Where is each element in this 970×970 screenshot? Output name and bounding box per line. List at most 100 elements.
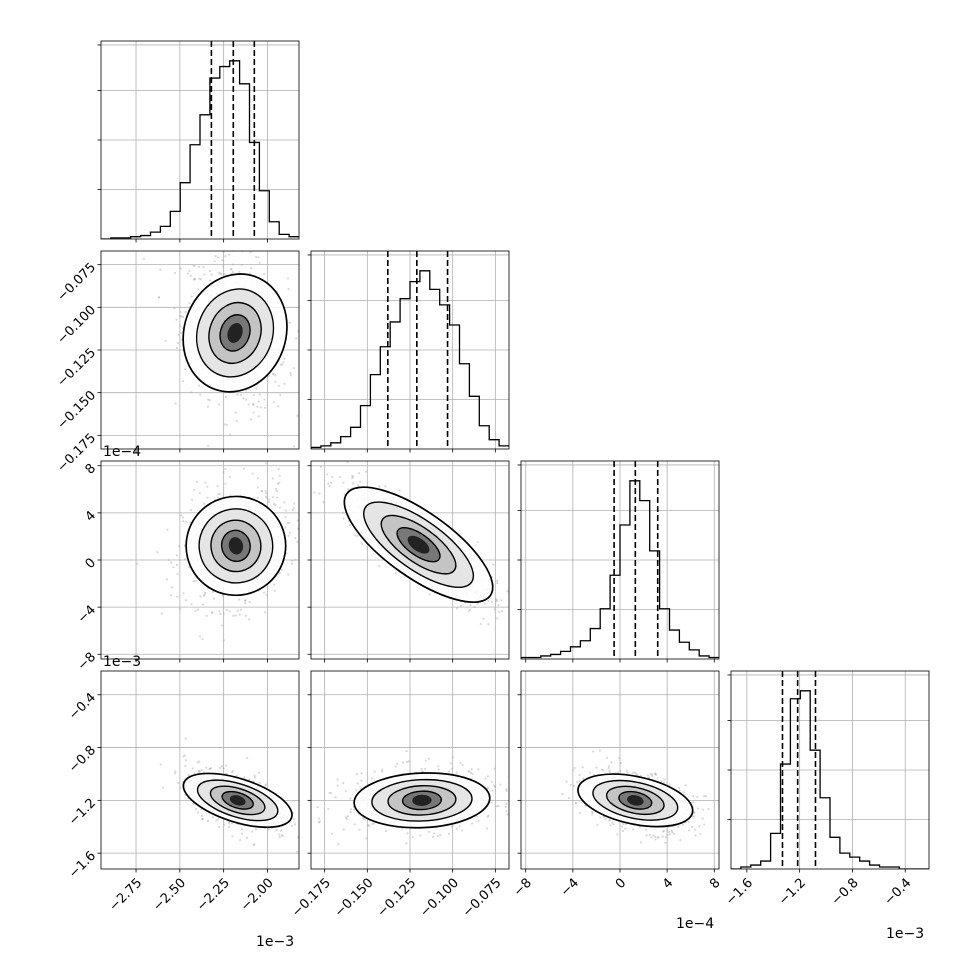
scatter-point	[257, 400, 261, 403]
scatter-point	[276, 496, 279, 499]
scatter-point	[317, 821, 321, 824]
scatter-point	[306, 550, 308, 552]
scatter-point	[192, 264, 195, 267]
scatter-point	[428, 593, 431, 596]
scatter-point	[207, 398, 210, 401]
scatter-point	[255, 255, 258, 259]
scatter-point	[256, 405, 259, 409]
scatter-point	[631, 828, 635, 831]
scatter-point	[455, 607, 459, 610]
scatter-point	[252, 394, 255, 397]
scatter-point	[179, 325, 182, 328]
scatter-point	[227, 825, 230, 828]
scatter-point	[294, 480, 296, 482]
y-tick-label: −0.150	[54, 388, 99, 433]
scatter-point	[205, 614, 208, 618]
scatter-point	[184, 599, 188, 602]
scatter-point	[449, 762, 453, 765]
y-tick-label: 0	[83, 555, 99, 571]
scatter-point	[602, 769, 605, 772]
scatter-point	[238, 598, 241, 601]
scatter-point	[244, 601, 247, 605]
scatter-point	[455, 827, 458, 830]
histogram-step	[521, 480, 719, 659]
scatter-point	[645, 834, 648, 837]
x-tick-label: −0.100	[417, 876, 462, 921]
scatter-point	[291, 559, 294, 562]
scatter-point	[624, 827, 627, 830]
scatter-point	[459, 604, 463, 607]
scatter-point	[356, 484, 360, 487]
scatter-point	[215, 819, 218, 822]
scatter-point	[490, 801, 493, 804]
scatter-point	[692, 795, 695, 798]
scatter-point	[610, 761, 613, 764]
scatter-point	[609, 824, 612, 827]
x-tick-label: −0.4	[882, 876, 915, 909]
scatter-point	[303, 560, 305, 562]
scatter-point	[284, 516, 287, 519]
scatter-point	[186, 272, 190, 275]
density-contour	[228, 537, 244, 555]
scatter-point	[672, 825, 675, 828]
scatter-point	[349, 797, 352, 800]
scatter-point	[258, 393, 261, 396]
scatter-point	[467, 770, 470, 773]
scatter-point	[264, 784, 267, 787]
scatter-point	[211, 610, 214, 614]
scatter-point	[264, 495, 267, 498]
y-tick-label: −4	[75, 603, 99, 627]
scatter-point	[483, 602, 487, 605]
density-contour	[229, 795, 246, 806]
scatter-point	[190, 295, 193, 298]
scatter-point	[459, 762, 462, 765]
scatter-point	[293, 823, 297, 826]
scatter-point	[196, 811, 200, 814]
scatter-point	[294, 558, 297, 561]
scatter-point	[447, 832, 451, 835]
scatter-point	[208, 399, 211, 402]
scatter-point	[257, 771, 261, 774]
scatter-point	[540, 820, 542, 822]
scatter-point	[211, 612, 214, 615]
scatter-point	[181, 380, 185, 383]
scatter-point	[201, 817, 204, 821]
scatter-point	[663, 778, 666, 781]
scatter-point	[693, 812, 696, 815]
scatter-point	[220, 272, 223, 276]
scatter-point	[224, 482, 227, 485]
scatter-point	[487, 623, 490, 626]
scatter-point	[253, 843, 256, 846]
scatter-point	[327, 482, 330, 485]
scatter-point	[590, 813, 594, 816]
scatter-point	[291, 508, 294, 512]
scatter-point	[208, 269, 212, 273]
scatter-point	[598, 749, 601, 752]
scatter-point	[176, 595, 179, 598]
scatter-point	[439, 834, 442, 837]
scatter-point	[265, 496, 268, 499]
scatter-point	[487, 786, 490, 789]
scatter-point	[239, 838, 242, 842]
x-tick-label: −0.8	[829, 876, 862, 909]
scatter-point	[494, 785, 497, 789]
scatter-point	[599, 816, 602, 819]
scatter-point	[455, 771, 459, 774]
scatter-point	[228, 822, 231, 825]
scatter-point	[304, 494, 306, 496]
scatter-point	[293, 502, 296, 505]
scatter-point	[222, 251, 225, 254]
scatter-point	[363, 818, 366, 821]
scatter-point	[264, 783, 267, 786]
y-tick-label: 8	[83, 461, 99, 477]
scatter-point	[368, 824, 371, 828]
scatter-point	[356, 782, 359, 785]
scatter-point	[495, 600, 498, 603]
scatter-point	[292, 506, 295, 510]
histogram-step	[311, 270, 509, 449]
scatter-point	[296, 519, 299, 522]
scatter-point	[197, 770, 200, 773]
scatter-point	[156, 551, 159, 554]
scatter-point	[431, 835, 435, 839]
scatter-point	[198, 277, 201, 280]
